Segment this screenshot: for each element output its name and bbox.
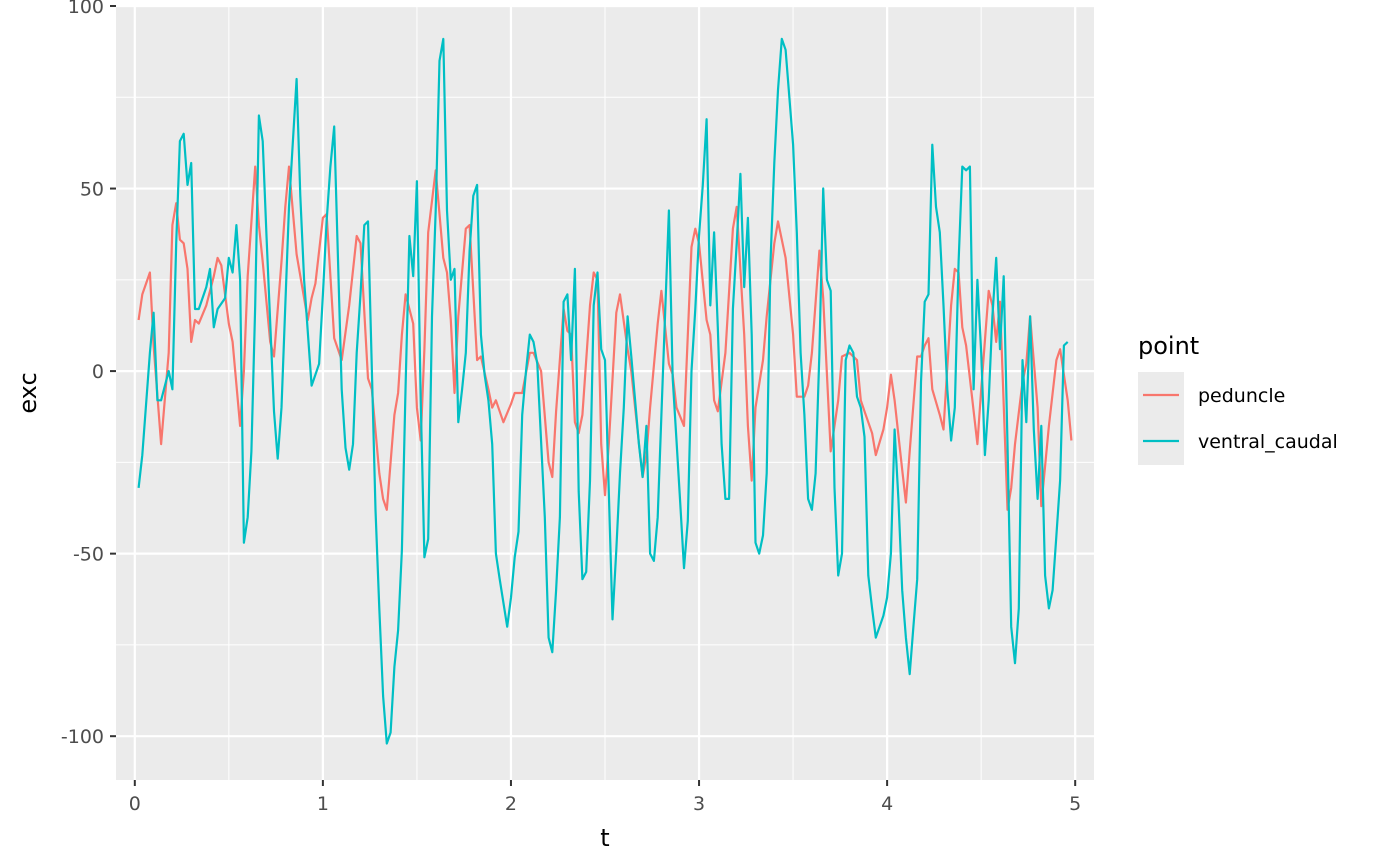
legend-title: point <box>1138 332 1199 360</box>
x-tick-label: 4 <box>881 793 893 815</box>
legend: point peduncle ventral_caudal <box>1138 332 1338 465</box>
series-lines <box>137 37 1073 745</box>
series-line-peduncle <box>137 165 1073 511</box>
y-tick-label: -50 <box>73 544 104 566</box>
series-line-ventral-caudal <box>137 37 1069 745</box>
x-tick-label: 5 <box>1069 793 1081 815</box>
x-axis-title: t <box>600 824 609 852</box>
x-axis: 0 1 2 3 4 5 <box>129 780 1081 815</box>
y-axis: -100 -50 0 50 100 <box>61 0 116 748</box>
legend-key-background <box>1138 372 1184 465</box>
x-tick-label: 2 <box>505 793 517 815</box>
y-axis-title: exc <box>14 372 42 413</box>
legend-label-peduncle: peduncle <box>1198 385 1285 407</box>
x-tick-label: 1 <box>317 793 329 815</box>
legend-label-ventral-caudal: ventral_caudal <box>1198 431 1338 453</box>
y-tick-label: 100 <box>68 0 104 18</box>
y-tick-label: -100 <box>61 726 104 748</box>
x-tick-label: 3 <box>693 793 705 815</box>
y-tick-label: 0 <box>92 361 104 383</box>
x-tick-label: 0 <box>129 793 141 815</box>
y-tick-label: 50 <box>80 179 104 201</box>
